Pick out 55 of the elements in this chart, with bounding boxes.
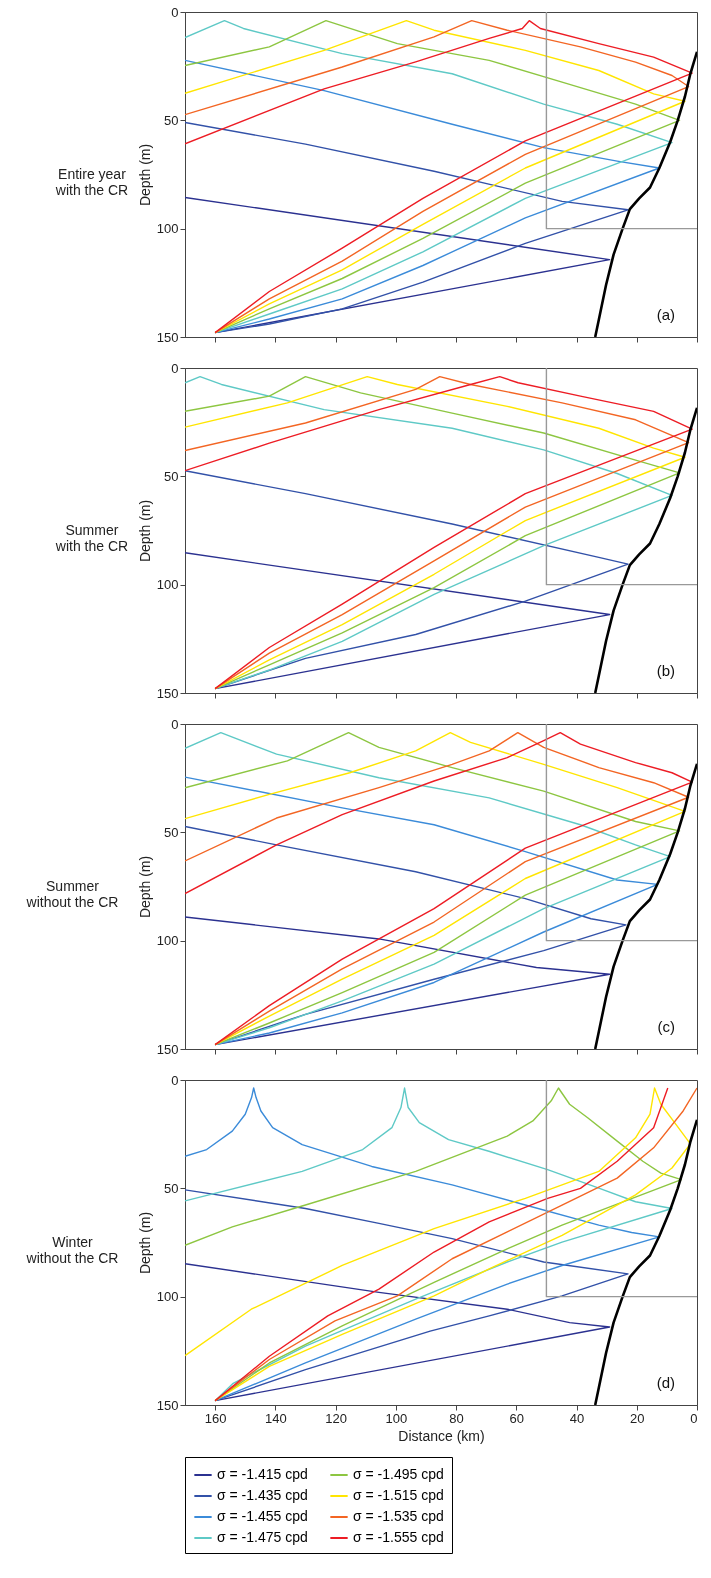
line-series [593,406,697,693]
y-tick-label: 0 [171,4,179,20]
y-tick-label: 50 [164,112,179,128]
y-tick-label: 150 [156,1397,179,1413]
x-tick-label: 0 [690,1410,698,1426]
legend-label: σ = -1.515 cpd [353,1487,444,1503]
legend-label: σ = -1.435 cpd [217,1487,308,1503]
y-tick-label: 100 [156,1289,179,1305]
y-tick-label: 150 [156,685,179,701]
y-tick-label: 50 [164,824,179,840]
y-tick-label: 150 [156,329,179,345]
legend-label: σ = -1.455 cpd [217,1508,308,1524]
y-axis-title: Depth (m) [136,499,153,563]
x-tick-label: 160 [204,1410,227,1426]
y-tick-label: 100 [156,221,179,237]
y-tick-label: 150 [156,1041,179,1057]
annotation: (a) [656,306,675,323]
x-tick-label: 40 [569,1410,585,1426]
annotation: (b) [656,662,675,679]
line-series [185,121,629,334]
y-axis-title: Depth (m) [136,855,153,919]
annotation: (d) [656,1374,675,1391]
x-tick-label: 120 [325,1410,347,1426]
y-tick-label: 100 [156,577,179,593]
line-series [185,1263,611,1402]
y-tick-label: 100 [156,933,179,949]
y-tick-label: 0 [171,1072,179,1088]
x-axis-title: Distance (km) [398,1427,485,1444]
line-series [593,50,697,337]
legend-label: σ = -1.475 cpd [217,1529,308,1545]
x-tick-label: 140 [265,1410,287,1426]
line-series [185,916,611,1046]
line-series [593,762,697,1049]
legend-label: σ = -1.535 cpd [353,1508,444,1524]
legend-label: σ = -1.555 cpd [353,1529,444,1545]
y-tick-label: 50 [164,1180,179,1196]
text: Entire year with the CR [54,165,129,198]
line-series [593,1118,697,1405]
legend-label: σ = -1.495 cpd [353,1466,444,1482]
x-tick-label: 60 [509,1410,525,1426]
line-series [185,1189,629,1402]
text: Winter without the CR [25,1233,119,1266]
x-tick-label: 20 [630,1410,645,1426]
y-tick-label: 0 [171,716,179,732]
text: Summer without the CR [25,877,119,910]
y-tick-label: 0 [171,360,179,376]
x-tick-label: 80 [449,1410,464,1426]
y-axis-title: Depth (m) [136,1211,153,1275]
line-series [185,776,659,1046]
legend-label: σ = -1.415 cpd [217,1466,308,1482]
y-axis-title: Depth (m) [136,143,153,207]
annotation: (c) [657,1018,675,1035]
x-tick-label: 100 [385,1410,408,1426]
text: Summer with the CR [54,521,129,554]
y-tick-label: 50 [164,468,179,484]
